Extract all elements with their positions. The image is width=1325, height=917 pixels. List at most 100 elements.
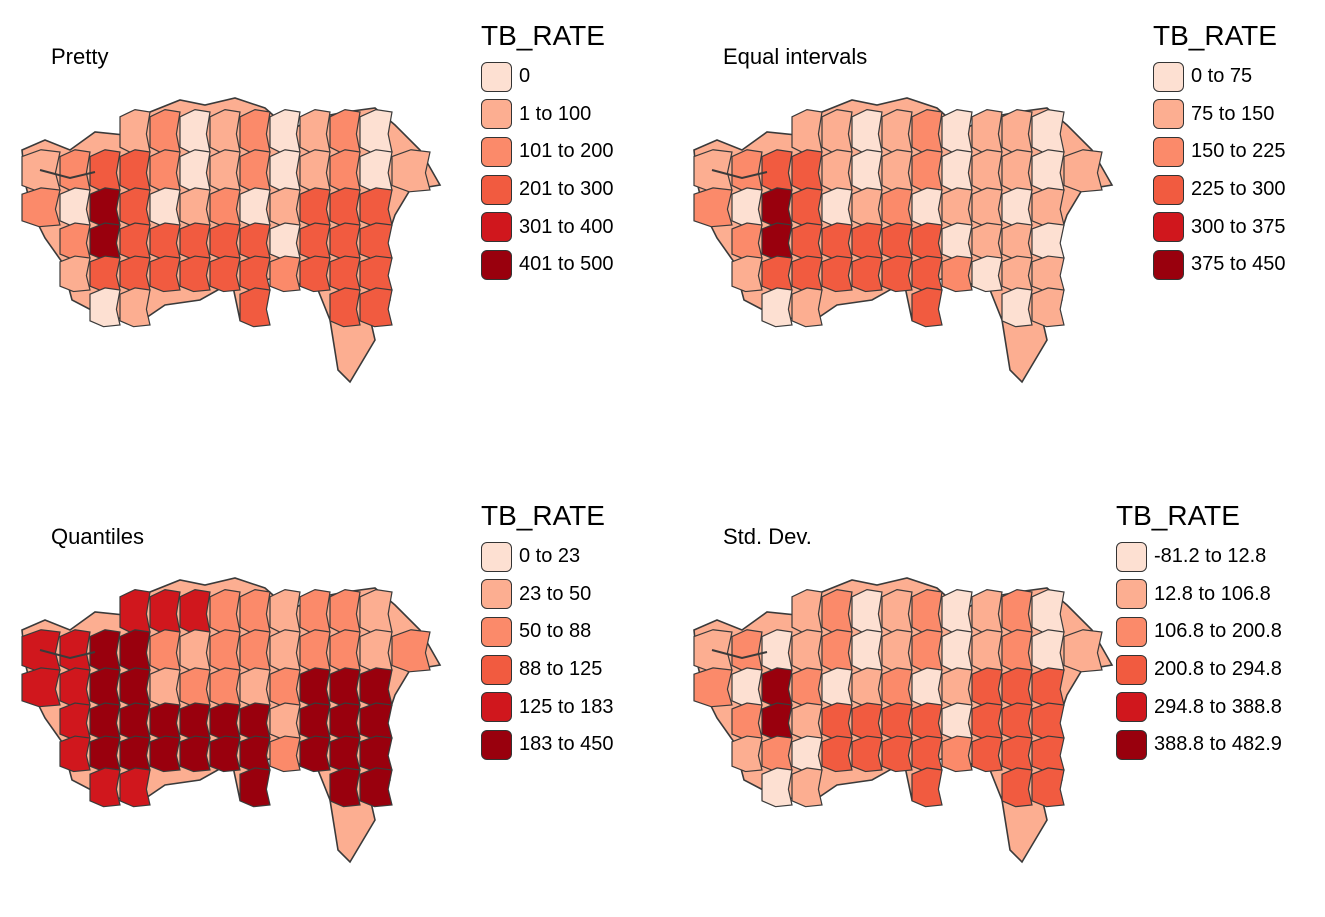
legend-swatch [481, 729, 512, 760]
legend-label: 150 to 225 [1191, 140, 1286, 163]
district-polygon [359, 735, 393, 773]
district-polygon [821, 187, 853, 228]
district-polygon [1001, 667, 1033, 708]
district-polygon [851, 255, 883, 293]
district-polygon [1001, 767, 1033, 808]
district-polygon [881, 255, 913, 293]
district-polygon [299, 255, 331, 293]
district-polygon [179, 149, 211, 193]
legend-label: 301 to 400 [519, 215, 614, 238]
legend-item: 301 to 400 [481, 208, 614, 246]
district-polygon [1031, 702, 1065, 741]
map-panel-std-dev: Std. Dev. TB_RATE -81.2 to 12.8 12.8 to … [672, 480, 1325, 917]
district-polygon [269, 629, 301, 673]
district-polygon [59, 149, 91, 193]
district-polygon [791, 222, 823, 261]
district-polygon [269, 149, 301, 193]
district-polygon [179, 629, 211, 673]
district-polygon [119, 667, 151, 708]
legend-label: 106.8 to 200.8 [1154, 620, 1282, 643]
legend-swatch [481, 579, 512, 610]
district-polygon [941, 108, 973, 155]
district-polygon [851, 735, 883, 773]
district-polygon [119, 108, 151, 155]
district-polygon [1031, 108, 1065, 155]
district-polygon [299, 222, 331, 261]
district-polygon [1001, 255, 1033, 293]
district-polygon [911, 735, 943, 773]
legend-title: TB_RATE [1116, 500, 1240, 531]
district-polygon [1031, 629, 1065, 673]
district-polygon [329, 222, 361, 261]
legend-swatch [1153, 99, 1184, 130]
district-polygon [851, 149, 883, 193]
district-polygon [911, 222, 943, 261]
district-polygon [89, 629, 121, 673]
district-polygon [89, 702, 121, 741]
map-title: Quantiles [51, 524, 144, 549]
legend-item: 294.8 to 388.8 [1116, 688, 1282, 726]
district-polygon [359, 255, 393, 293]
district-polygon [21, 187, 61, 228]
district-polygon [209, 222, 241, 261]
district-polygon [1001, 187, 1033, 228]
district-polygon [1031, 767, 1065, 808]
river-line [711, 649, 768, 660]
legend-title: TB_RATE [1153, 20, 1277, 51]
district-polygon [1031, 187, 1065, 228]
district-polygon [209, 629, 241, 673]
district-polygon [209, 255, 241, 293]
legend-swatch [481, 249, 512, 280]
map-panel-quantiles: Quantiles TB_RATE 0 to 23 23 to 50 50 to… [0, 480, 662, 917]
district-polygon [911, 287, 943, 328]
district-polygon [1001, 735, 1033, 773]
district-polygon [119, 222, 151, 261]
district-polygon [179, 255, 211, 293]
district-polygon [59, 222, 91, 261]
district-polygon [821, 667, 853, 708]
district-polygon [761, 667, 793, 708]
legend-label: -81.2 to 12.8 [1154, 545, 1267, 568]
map-title: Pretty [51, 44, 109, 69]
district-polygon [239, 287, 271, 328]
district-polygon [119, 735, 151, 773]
legend-label: 225 to 300 [1191, 178, 1286, 201]
river-line [711, 169, 768, 180]
legend-swatch [1116, 616, 1147, 647]
district-polygon [971, 735, 1003, 773]
legend-label: 294.8 to 388.8 [1154, 695, 1282, 718]
district-polygon [851, 108, 883, 155]
district-polygon [821, 735, 853, 773]
district-polygon [971, 702, 1003, 741]
district-polygon [761, 629, 793, 673]
district-polygon [119, 588, 151, 635]
district-polygon [329, 149, 361, 193]
district-polygon [89, 149, 121, 193]
map-title: Std. Dev. [723, 524, 812, 549]
legend-swatch [1153, 212, 1184, 243]
district-polygon [359, 187, 393, 228]
legend: TB_RATE 0 to 75 75 to 150 150 to 225 225… [1153, 20, 1286, 284]
district-polygon [911, 187, 943, 228]
district-polygon [881, 108, 913, 155]
district-polygon [209, 735, 241, 773]
district-polygon [149, 222, 181, 261]
choropleth-map [693, 577, 1114, 864]
district-polygon [851, 222, 883, 261]
district-polygon [911, 629, 943, 673]
district-polygon [941, 149, 973, 193]
legend-swatch [1153, 249, 1184, 280]
map-title: Equal intervals [723, 44, 868, 69]
district-polygon [821, 629, 853, 673]
district-polygon [359, 222, 393, 261]
district-polygon [179, 667, 211, 708]
district-polygon [881, 702, 913, 741]
legend-item: 75 to 150 [1153, 96, 1286, 134]
district-polygon [239, 222, 271, 261]
legend-item: 375 to 450 [1153, 246, 1286, 284]
district-polygon [299, 702, 331, 741]
legend-item: -81.2 to 12.8 [1116, 538, 1282, 576]
district-polygon [299, 667, 331, 708]
district-polygon [1031, 255, 1065, 293]
legend-item: 225 to 300 [1153, 171, 1286, 209]
